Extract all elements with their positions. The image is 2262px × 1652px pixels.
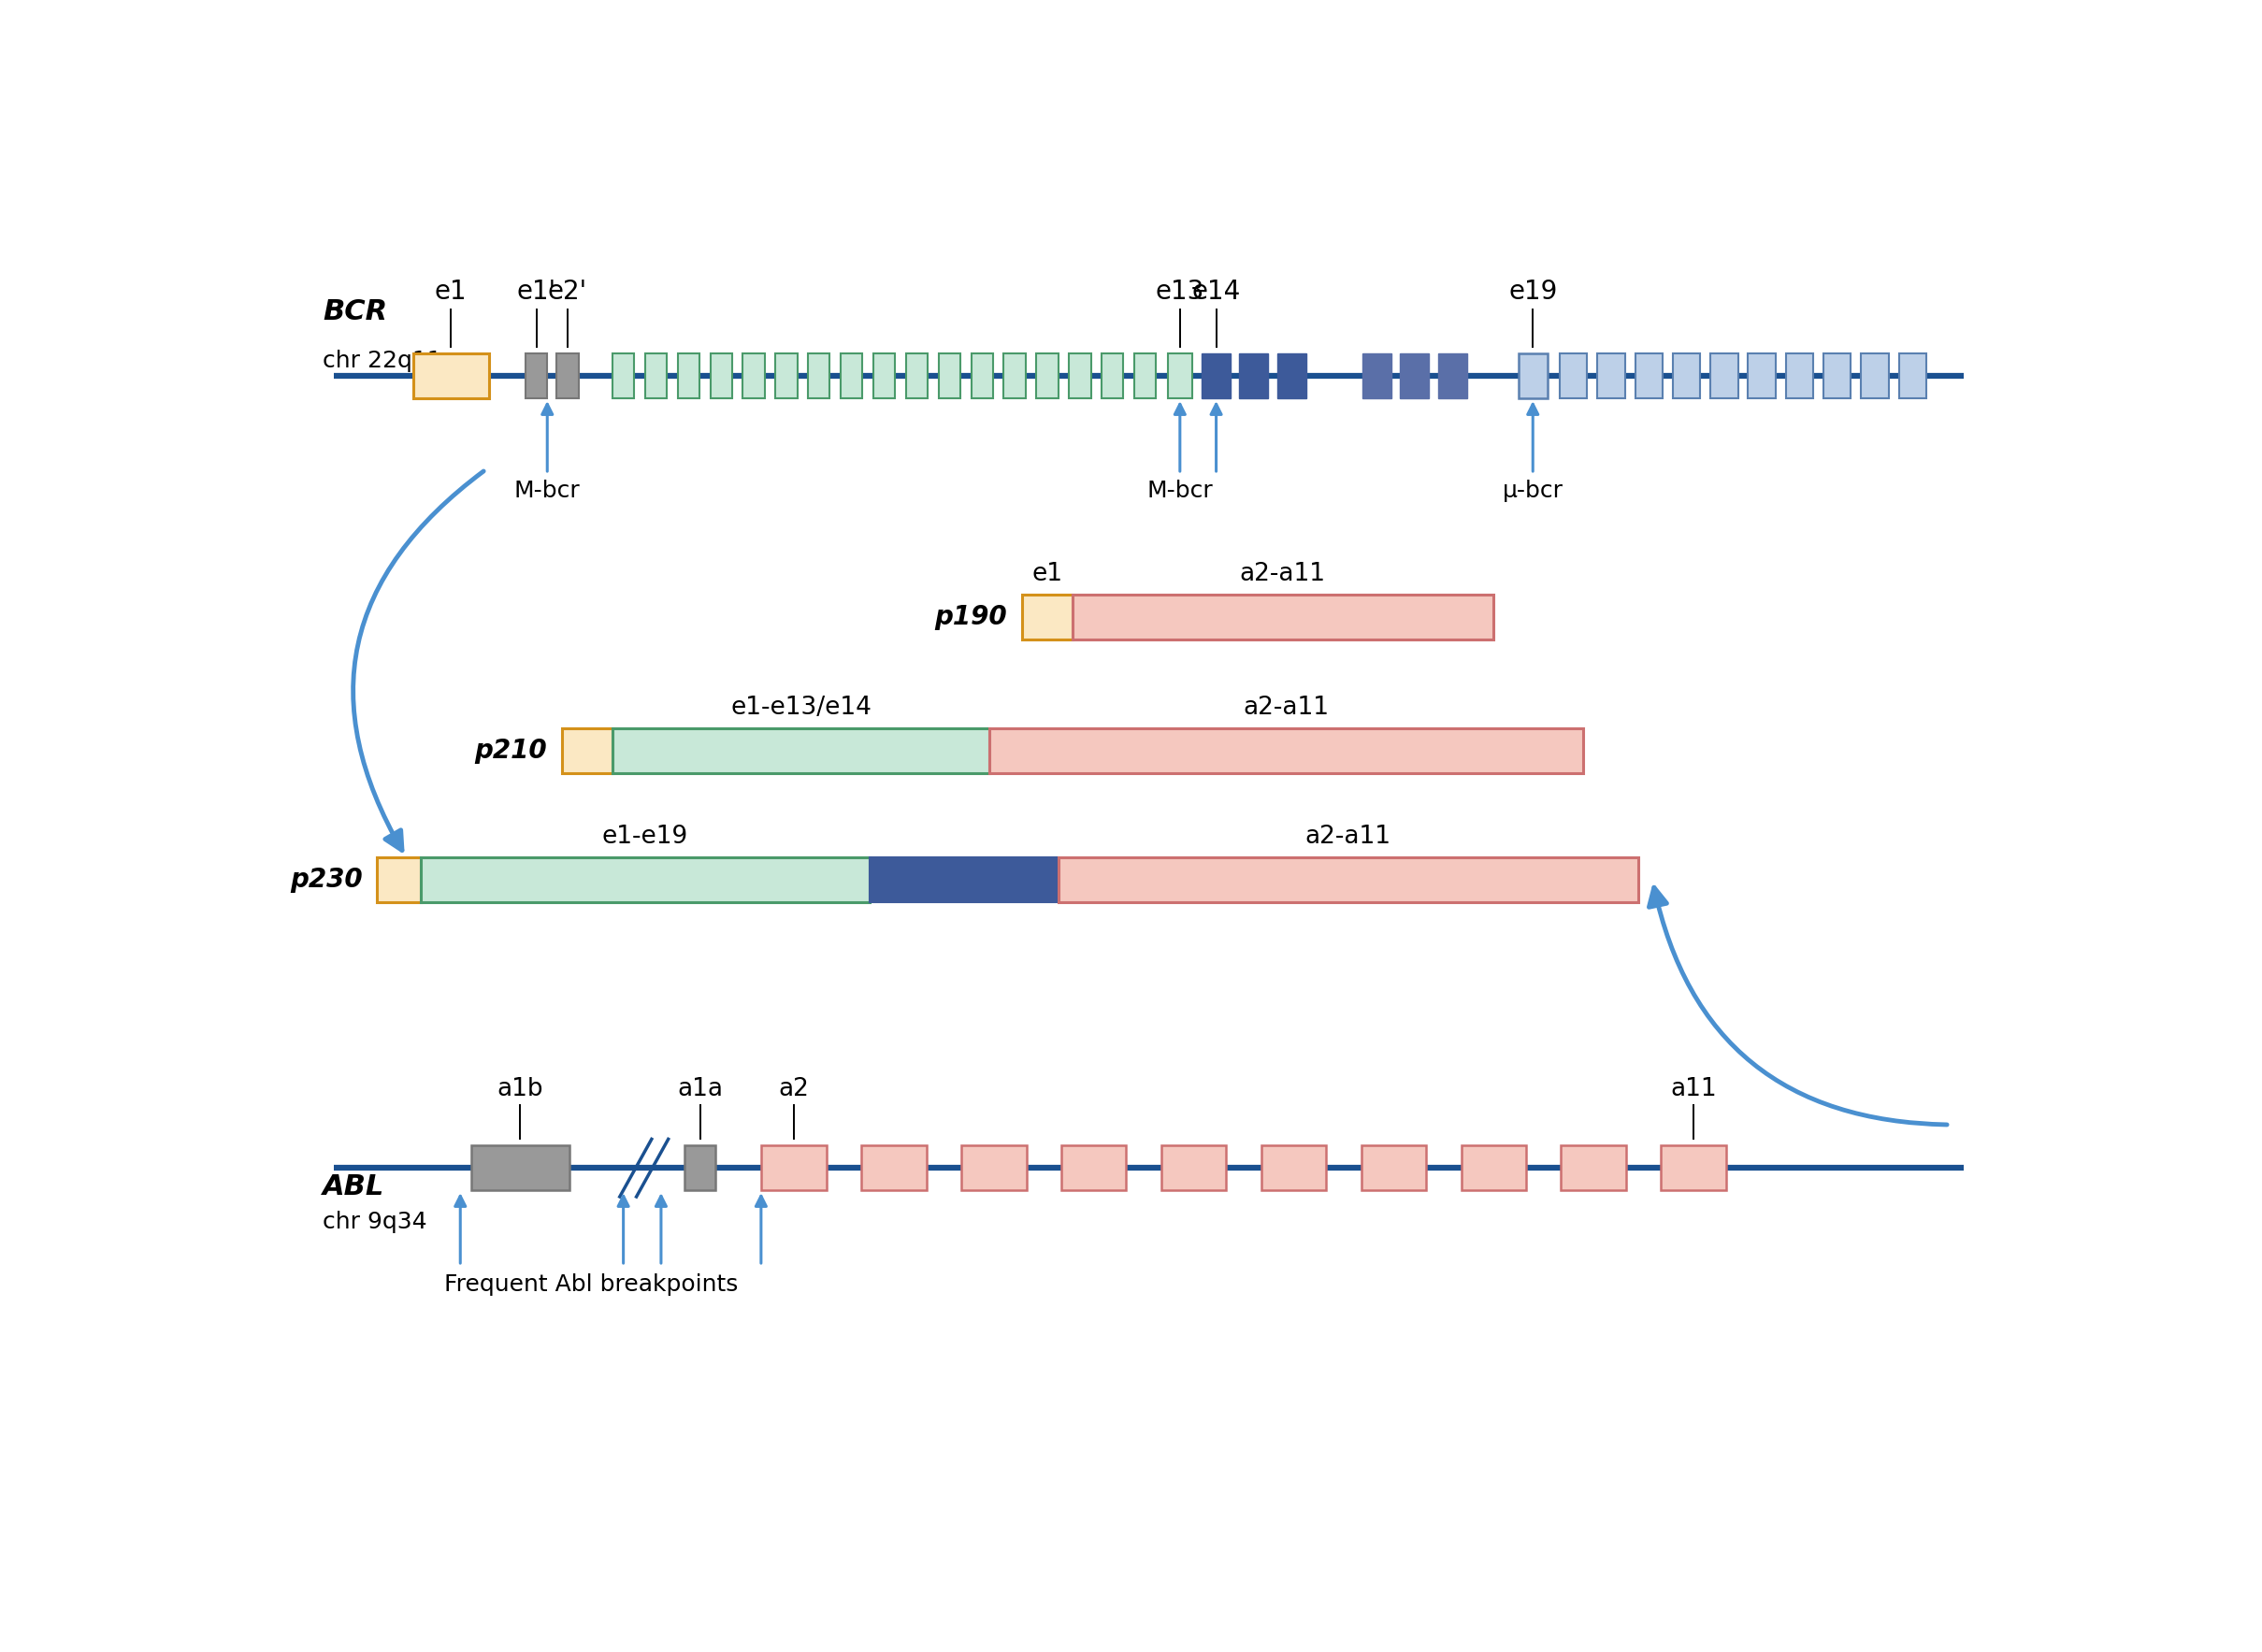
FancyBboxPatch shape	[1070, 354, 1090, 398]
FancyBboxPatch shape	[862, 1145, 925, 1189]
Text: M-bcr: M-bcr	[1147, 479, 1212, 502]
Text: a2-a11: a2-a11	[1305, 824, 1391, 849]
FancyBboxPatch shape	[1672, 354, 1701, 398]
Text: a1a: a1a	[676, 1077, 724, 1100]
FancyBboxPatch shape	[1022, 595, 1072, 639]
FancyBboxPatch shape	[1133, 354, 1156, 398]
FancyBboxPatch shape	[1710, 354, 1737, 398]
FancyBboxPatch shape	[1561, 1145, 1626, 1189]
FancyBboxPatch shape	[679, 354, 699, 398]
FancyBboxPatch shape	[613, 729, 988, 773]
FancyBboxPatch shape	[1898, 354, 1927, 398]
Text: ABL: ABL	[323, 1173, 385, 1201]
FancyBboxPatch shape	[421, 857, 871, 902]
FancyBboxPatch shape	[1660, 1145, 1726, 1189]
FancyArrowPatch shape	[1649, 887, 1948, 1125]
FancyBboxPatch shape	[760, 1145, 826, 1189]
FancyBboxPatch shape	[1518, 354, 1547, 398]
Text: e1': e1'	[516, 279, 556, 304]
Text: e14: e14	[1192, 279, 1240, 304]
FancyBboxPatch shape	[1561, 354, 1588, 398]
FancyBboxPatch shape	[961, 1145, 1027, 1189]
FancyBboxPatch shape	[645, 354, 667, 398]
Text: a2-a11: a2-a11	[1240, 562, 1326, 586]
FancyBboxPatch shape	[1862, 354, 1889, 398]
FancyBboxPatch shape	[841, 354, 862, 398]
Text: e13: e13	[1156, 279, 1203, 304]
FancyBboxPatch shape	[808, 354, 830, 398]
Text: e1-e19: e1-e19	[602, 824, 688, 849]
Text: a2: a2	[778, 1077, 810, 1100]
Text: chr 22q11: chr 22q11	[323, 350, 441, 372]
Text: μ-bcr: μ-bcr	[1502, 479, 1563, 502]
Text: chr 9q34: chr 9q34	[323, 1211, 428, 1234]
FancyBboxPatch shape	[1240, 354, 1269, 398]
FancyBboxPatch shape	[939, 354, 961, 398]
FancyBboxPatch shape	[1362, 354, 1391, 398]
FancyBboxPatch shape	[742, 354, 765, 398]
FancyBboxPatch shape	[1635, 354, 1663, 398]
FancyBboxPatch shape	[378, 857, 421, 902]
FancyBboxPatch shape	[1439, 354, 1468, 398]
FancyBboxPatch shape	[1461, 1145, 1527, 1189]
FancyBboxPatch shape	[1036, 354, 1059, 398]
Text: M-bcr: M-bcr	[513, 479, 581, 502]
FancyBboxPatch shape	[414, 354, 489, 398]
Text: p190: p190	[934, 605, 1007, 631]
FancyBboxPatch shape	[470, 1145, 570, 1189]
FancyBboxPatch shape	[556, 354, 579, 398]
Text: a1b: a1b	[498, 1077, 543, 1100]
FancyBboxPatch shape	[1749, 354, 1776, 398]
FancyBboxPatch shape	[988, 729, 1583, 773]
FancyBboxPatch shape	[1169, 354, 1192, 398]
Text: e2': e2'	[547, 279, 588, 304]
FancyBboxPatch shape	[525, 354, 547, 398]
Text: a2-a11: a2-a11	[1244, 695, 1330, 719]
FancyBboxPatch shape	[970, 354, 993, 398]
FancyBboxPatch shape	[1102, 354, 1124, 398]
Text: Frequent Abl breakpoints: Frequent Abl breakpoints	[443, 1274, 737, 1295]
FancyBboxPatch shape	[873, 354, 896, 398]
FancyBboxPatch shape	[1160, 1145, 1226, 1189]
FancyBboxPatch shape	[1597, 354, 1624, 398]
Text: e1-e13/e14: e1-e13/e14	[731, 695, 871, 719]
Text: a11: a11	[1672, 1077, 1717, 1100]
Text: e1: e1	[434, 279, 466, 304]
Text: e19: e19	[1509, 279, 1556, 304]
FancyBboxPatch shape	[1004, 354, 1025, 398]
FancyBboxPatch shape	[1059, 857, 1638, 902]
FancyBboxPatch shape	[776, 354, 796, 398]
FancyArrowPatch shape	[353, 471, 484, 851]
FancyBboxPatch shape	[710, 354, 733, 398]
Text: p210: p210	[475, 737, 547, 763]
FancyBboxPatch shape	[613, 354, 633, 398]
Text: BCR: BCR	[323, 299, 387, 325]
Text: p230: p230	[290, 867, 362, 894]
Text: e1: e1	[1031, 562, 1063, 586]
FancyBboxPatch shape	[871, 857, 1059, 902]
FancyBboxPatch shape	[1785, 354, 1814, 398]
FancyBboxPatch shape	[907, 354, 927, 398]
FancyBboxPatch shape	[685, 1145, 715, 1189]
FancyBboxPatch shape	[1278, 354, 1305, 398]
FancyBboxPatch shape	[1201, 354, 1231, 398]
FancyBboxPatch shape	[1823, 354, 1850, 398]
FancyBboxPatch shape	[1061, 1145, 1126, 1189]
FancyBboxPatch shape	[561, 729, 613, 773]
FancyBboxPatch shape	[1400, 354, 1430, 398]
FancyBboxPatch shape	[1262, 1145, 1326, 1189]
FancyBboxPatch shape	[1362, 1145, 1427, 1189]
FancyBboxPatch shape	[1072, 595, 1493, 639]
